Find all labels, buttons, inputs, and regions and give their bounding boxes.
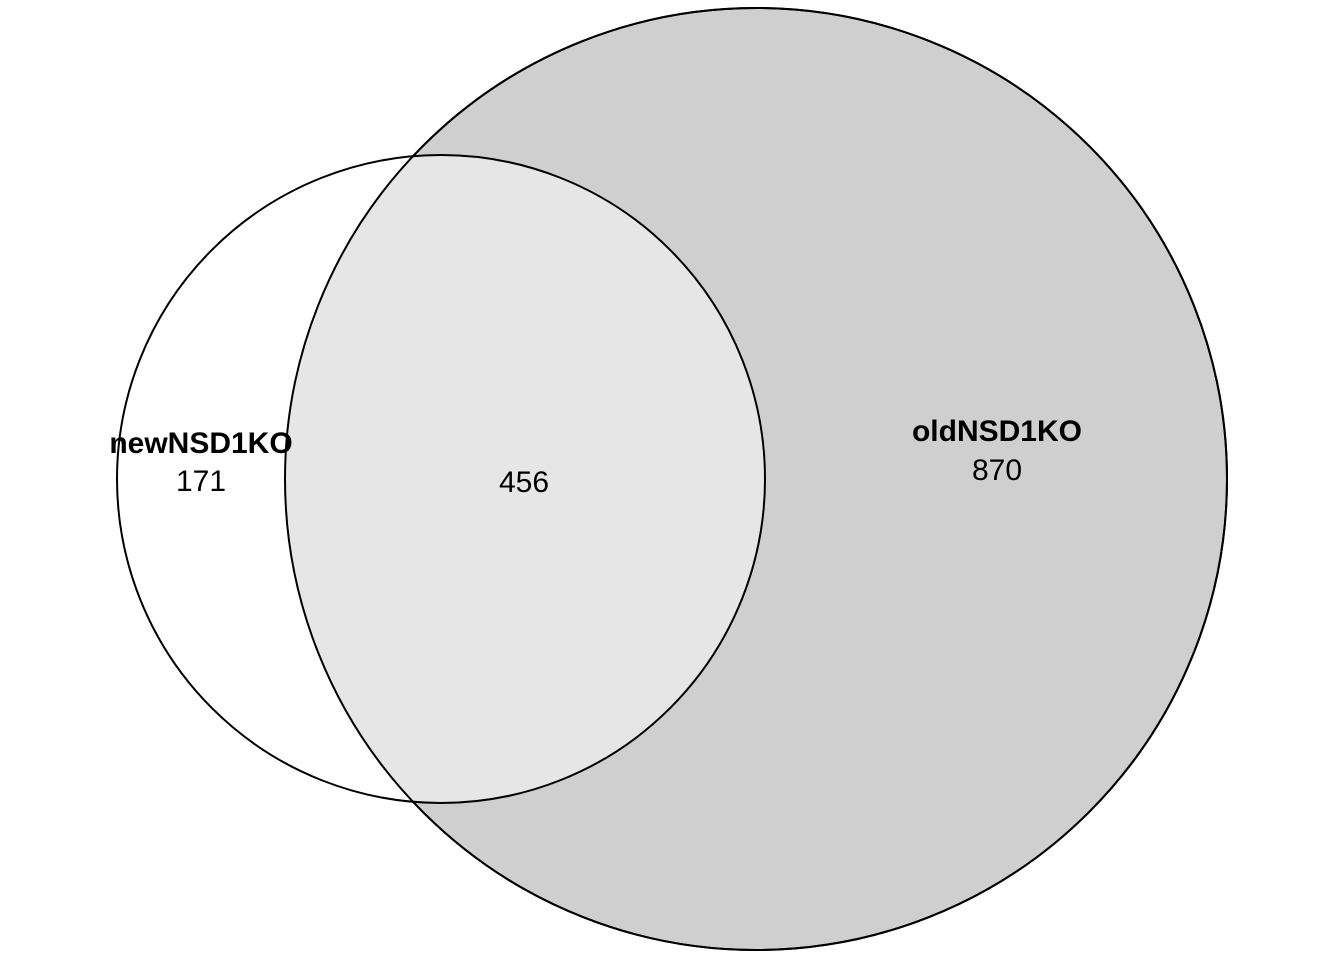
count-intersection: 456 xyxy=(499,466,549,499)
set-outline-oldnsd1ko xyxy=(284,7,1228,951)
intersection-region xyxy=(285,155,765,803)
set-outline-newnsd1ko xyxy=(116,154,766,804)
set-label-oldnsd1ko: oldNSD1KO xyxy=(912,415,1082,448)
set-label-newnsd1ko: newNSD1KO xyxy=(109,427,292,460)
count-oldnsd1ko-only: 870 xyxy=(972,454,1022,487)
count-newnsd1ko-only: 171 xyxy=(176,465,226,498)
